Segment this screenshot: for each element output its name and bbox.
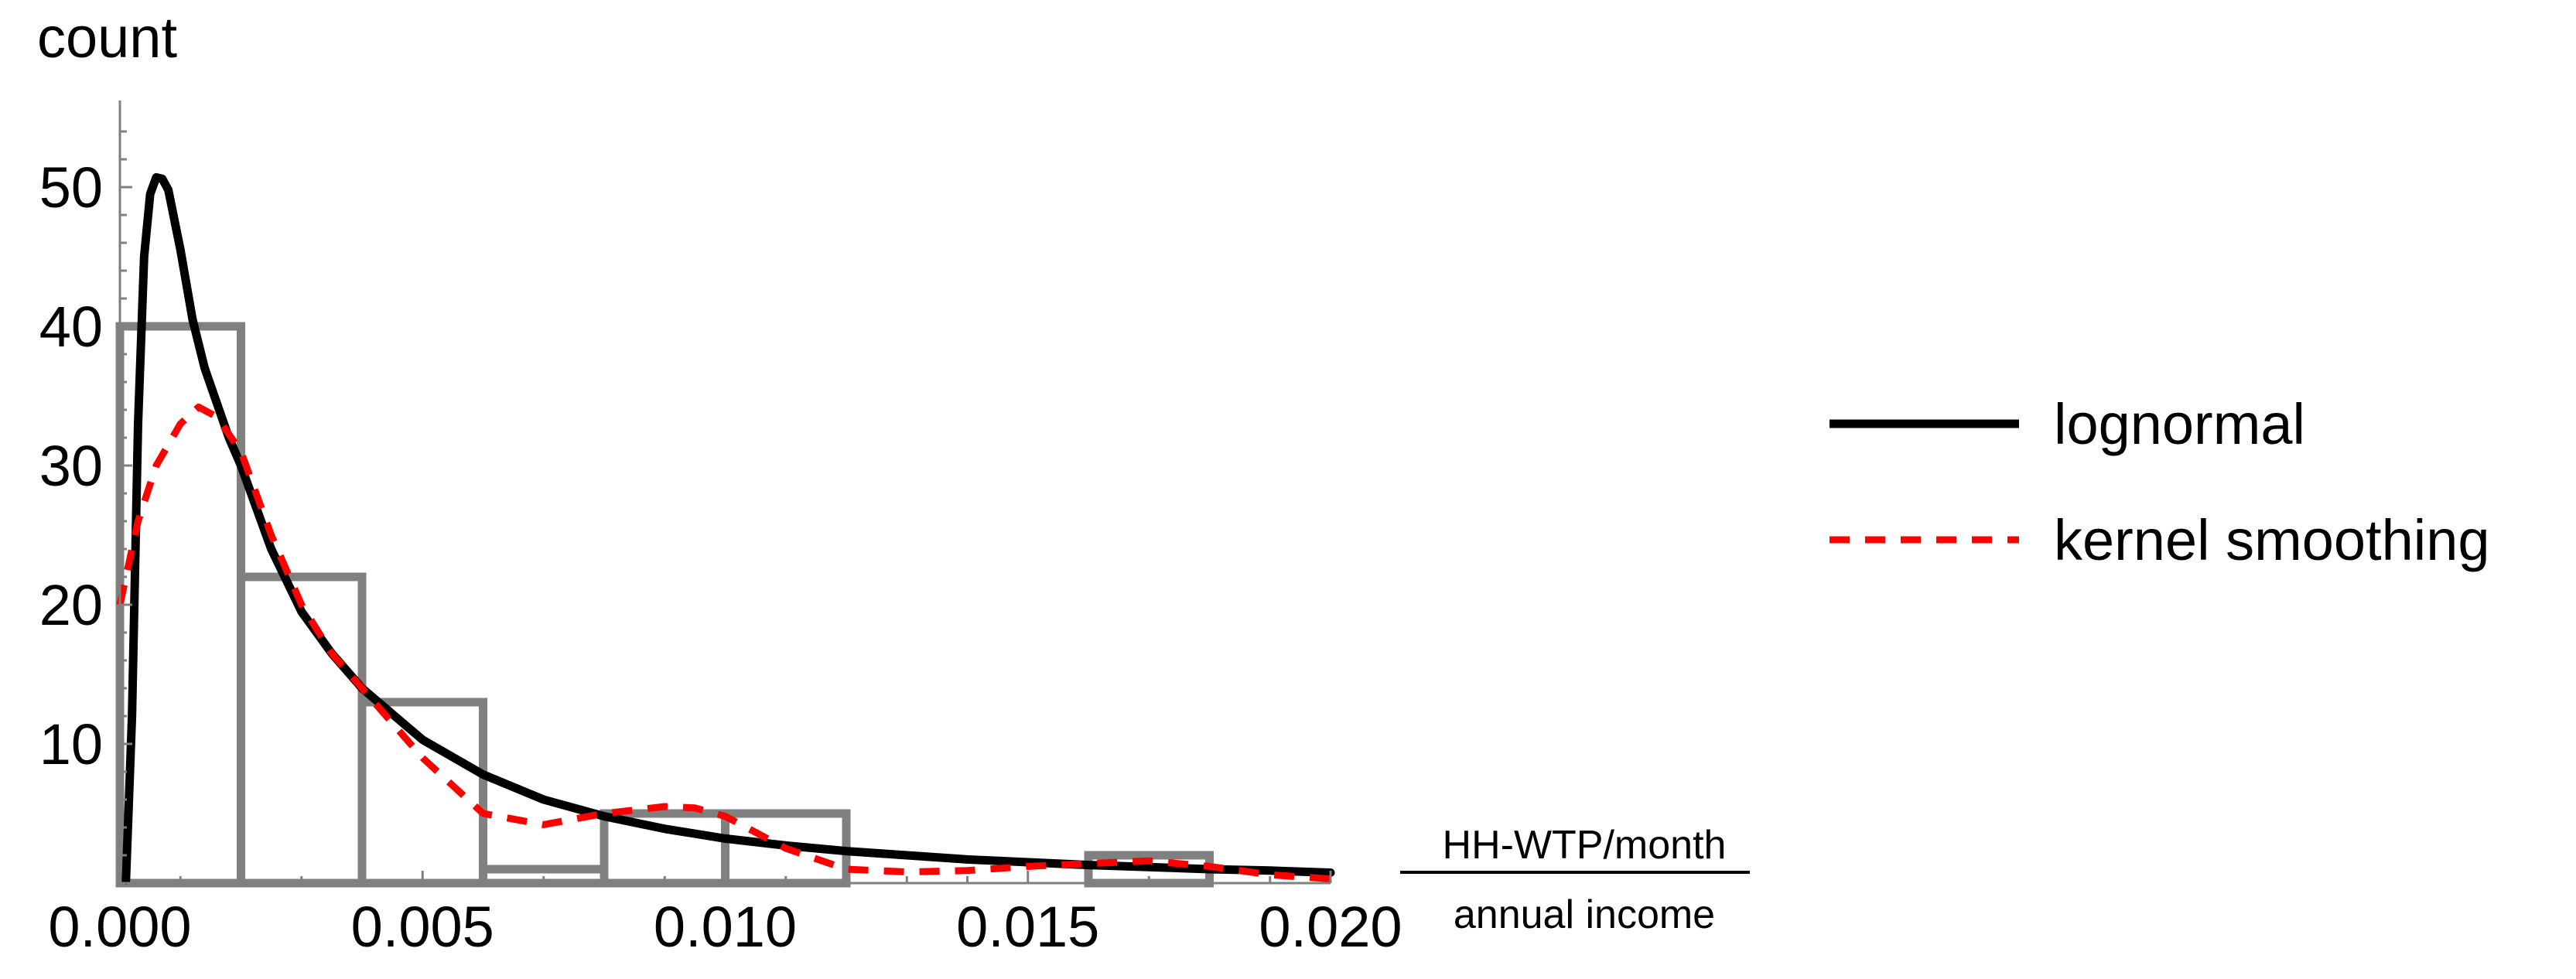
legend-item-lognormal: lognormal	[1830, 392, 2305, 456]
y-tick-label: 40	[39, 295, 103, 359]
x-axis-title-denominator: annual income	[1454, 892, 1715, 937]
legend: lognormal kernel smoothing	[1830, 392, 2490, 572]
y-tick-label: 10	[39, 712, 103, 776]
legend-label-lognormal: lognormal	[2054, 392, 2305, 456]
x-tick-label: 0.005	[351, 895, 494, 959]
series-line-kernel-smoothing	[116, 403, 1331, 883]
axis-ticks: 0.000 0.005 0.010 0.015 0.020 10 20 30 40 50	[39, 130, 1402, 959]
series-line-lognormal	[121, 172, 1335, 885]
x-tick-label: 0.015	[956, 895, 1099, 959]
y-tick-label: 30	[39, 434, 103, 498]
x-tick-label: 0.000	[48, 895, 191, 959]
histogram-bar	[237, 572, 367, 888]
x-axis-fraction-label: HH-WTP/month annual income	[1400, 823, 1750, 937]
legend-item-kernel-smoothing: kernel smoothing	[1830, 508, 2490, 572]
x-axis-title-numerator: HH-WTP/month	[1443, 823, 1727, 868]
density-curves	[116, 172, 1335, 885]
y-tick-label: 50	[39, 155, 103, 220]
x-tick-label: 0.020	[1259, 895, 1402, 959]
legend-label-kernel-smoothing: kernel smoothing	[2054, 508, 2490, 572]
y-axis-title: count	[37, 5, 177, 70]
axes	[118, 101, 1331, 885]
histogram-bars	[115, 322, 1214, 888]
y-tick-label: 20	[39, 573, 103, 637]
x-tick-label: 0.010	[654, 895, 797, 959]
